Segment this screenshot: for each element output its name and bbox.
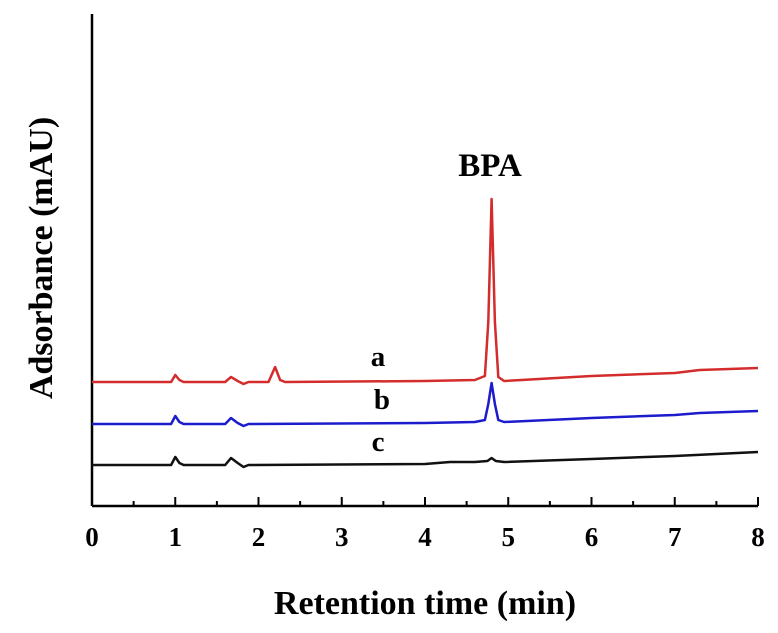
series-line-b: [92, 381, 759, 428]
series-labels: abc: [371, 341, 390, 458]
x-tick-label: 1: [169, 522, 183, 552]
x-tick-labels: 0 1 2 3 4 5 6 7 8: [85, 522, 765, 552]
axes: [90, 14, 758, 508]
x-tick-label: 5: [502, 522, 516, 552]
y-axis-title: Adsorbance (mAU): [23, 117, 60, 399]
x-tick-label: 3: [335, 522, 349, 552]
series-label-a: a: [371, 341, 386, 373]
x-ticks: [91, 497, 759, 506]
x-tick-label: 0: [85, 522, 99, 552]
series-line-c: [92, 450, 759, 469]
series-lines: [92, 197, 759, 469]
x-tick-label: 4: [418, 522, 432, 552]
x-tick-label: 8: [751, 522, 765, 552]
x-tick-label: 6: [585, 522, 599, 552]
peak-annotation: BPA: [458, 148, 522, 184]
series-label-b: b: [374, 384, 390, 416]
x-axis-title: Retention time (min): [274, 585, 576, 622]
x-tick-label: 7: [668, 522, 682, 552]
series-line-a: [92, 197, 759, 386]
x-tick-label: 2: [252, 522, 266, 552]
series-label-c: c: [372, 426, 385, 458]
